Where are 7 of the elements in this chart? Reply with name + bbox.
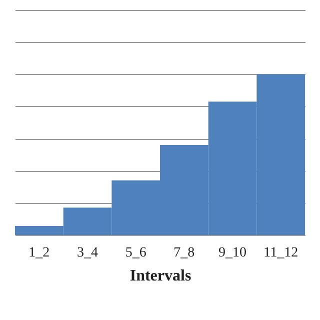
x-axis-title: Intervals (130, 268, 192, 284)
x-tick-label: 5_6 (125, 246, 146, 260)
x-tick-label: 9_10 (218, 246, 246, 260)
x-tick-label: 7_8 (174, 246, 195, 260)
x-tick-label: 3_4 (77, 246, 98, 260)
x-tick-label: 11_12 (264, 246, 298, 260)
x-tick-label: 1_2 (28, 246, 50, 260)
